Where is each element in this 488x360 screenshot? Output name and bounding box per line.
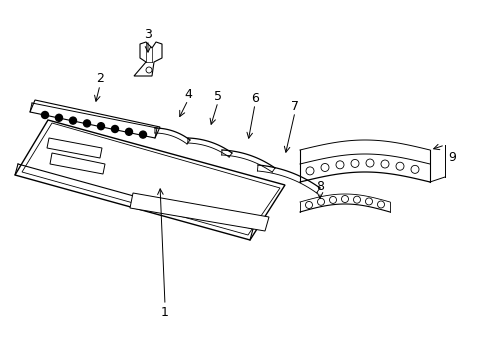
Circle shape xyxy=(83,120,90,127)
Circle shape xyxy=(111,126,118,132)
Polygon shape xyxy=(30,100,160,138)
Polygon shape xyxy=(50,153,105,174)
Polygon shape xyxy=(130,193,268,231)
Polygon shape xyxy=(134,42,162,76)
Text: 4: 4 xyxy=(183,87,192,100)
Circle shape xyxy=(69,117,76,124)
Text: 8: 8 xyxy=(315,180,324,193)
Text: 2: 2 xyxy=(96,72,104,85)
Text: 1: 1 xyxy=(161,306,168,319)
Circle shape xyxy=(97,123,104,130)
Circle shape xyxy=(125,128,132,135)
Text: 5: 5 xyxy=(214,90,222,103)
Text: 9: 9 xyxy=(447,150,455,163)
Circle shape xyxy=(55,114,62,121)
Text: 7: 7 xyxy=(290,99,298,112)
Polygon shape xyxy=(47,138,102,158)
Circle shape xyxy=(41,112,48,118)
Text: 6: 6 xyxy=(250,91,259,104)
Polygon shape xyxy=(22,123,280,235)
Text: 3: 3 xyxy=(144,27,152,41)
Circle shape xyxy=(139,131,146,138)
Polygon shape xyxy=(15,120,285,240)
